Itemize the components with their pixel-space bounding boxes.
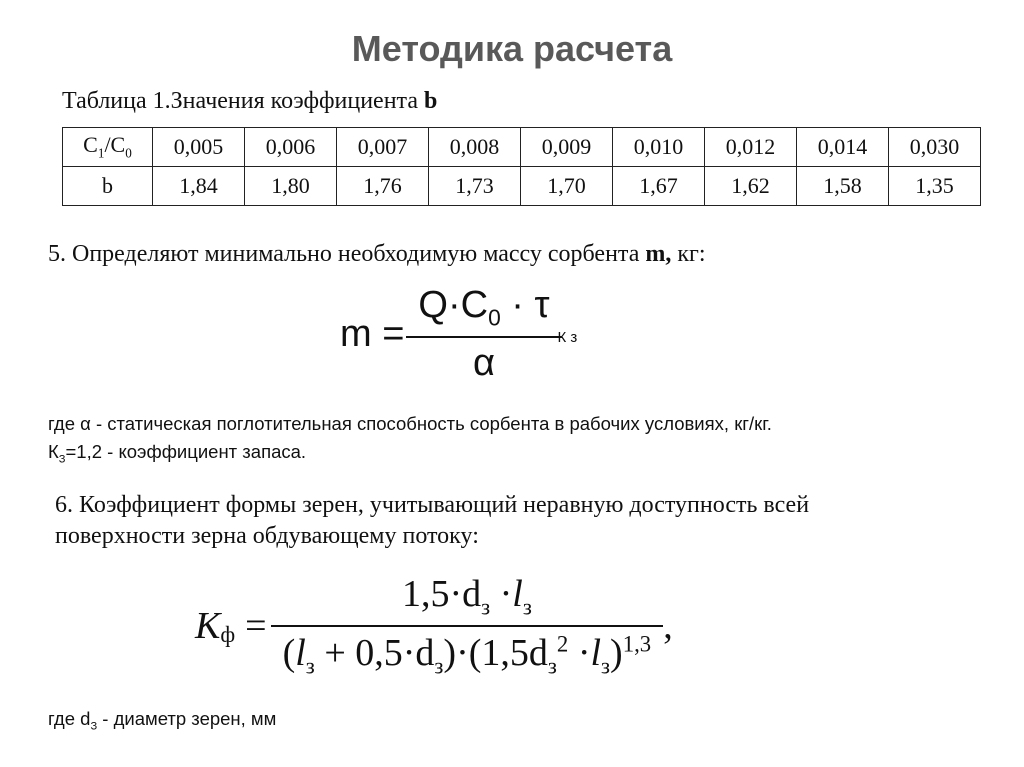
table-row: b 1,84 1,80 1,76 1,73 1,70 1,67 1,62 1,58 1,35 [62, 166, 981, 206]
table-cell: 1,80 [244, 166, 337, 206]
step-5-text: 5. Определяют минимально необходимую мас… [48, 241, 706, 267]
table-cell: 1,67 [612, 166, 705, 206]
table-cell: 1,73 [428, 166, 521, 206]
table-cell: 0,030 [888, 127, 981, 167]
where-alpha-text: где α - статическая поглотительная спосо… [48, 413, 772, 466]
table-cell: 0,007 [336, 127, 429, 167]
table-cell: 0,009 [520, 127, 613, 167]
table-cell: 0,008 [428, 127, 521, 167]
row-header: b [62, 166, 153, 206]
row-header: C1/C0 [62, 127, 153, 167]
slide-title: Методика расчета [351, 28, 673, 69]
table-caption: Таблица 1.Значения коэффициента b [62, 88, 437, 115]
caption-text: Таблица 1.Значения коэффициента [62, 88, 424, 114]
table-cell: 1,62 [704, 166, 797, 206]
table-cell: 0,006 [244, 127, 337, 167]
step-6-text: 6. Коэффициент формы зерен, учитывающий … [55, 492, 810, 549]
table-cell: 1,58 [796, 166, 889, 206]
table-cell: 1,76 [336, 166, 429, 206]
table-cell: 0,014 [796, 127, 889, 167]
table-cell: 0,010 [612, 127, 705, 167]
table-cell: 0,012 [704, 127, 797, 167]
table-cell: 1,35 [888, 166, 981, 206]
caption-bold: b [423, 88, 438, 114]
table-cell: 0,005 [152, 127, 245, 167]
where-diameter-text: где dЗ - диаметр зерен, мм [48, 708, 277, 733]
table-cell: 1,70 [520, 166, 613, 206]
coefficient-table: C1/C0 0,005 0,006 0,007 0,008 0,009 0,010 0,01… [62, 127, 981, 206]
table-row: C1/C0 0,005 0,006 0,007 0,008 0,009 0,010 0,01… [62, 127, 981, 167]
table-cell: 1,84 [152, 166, 245, 206]
